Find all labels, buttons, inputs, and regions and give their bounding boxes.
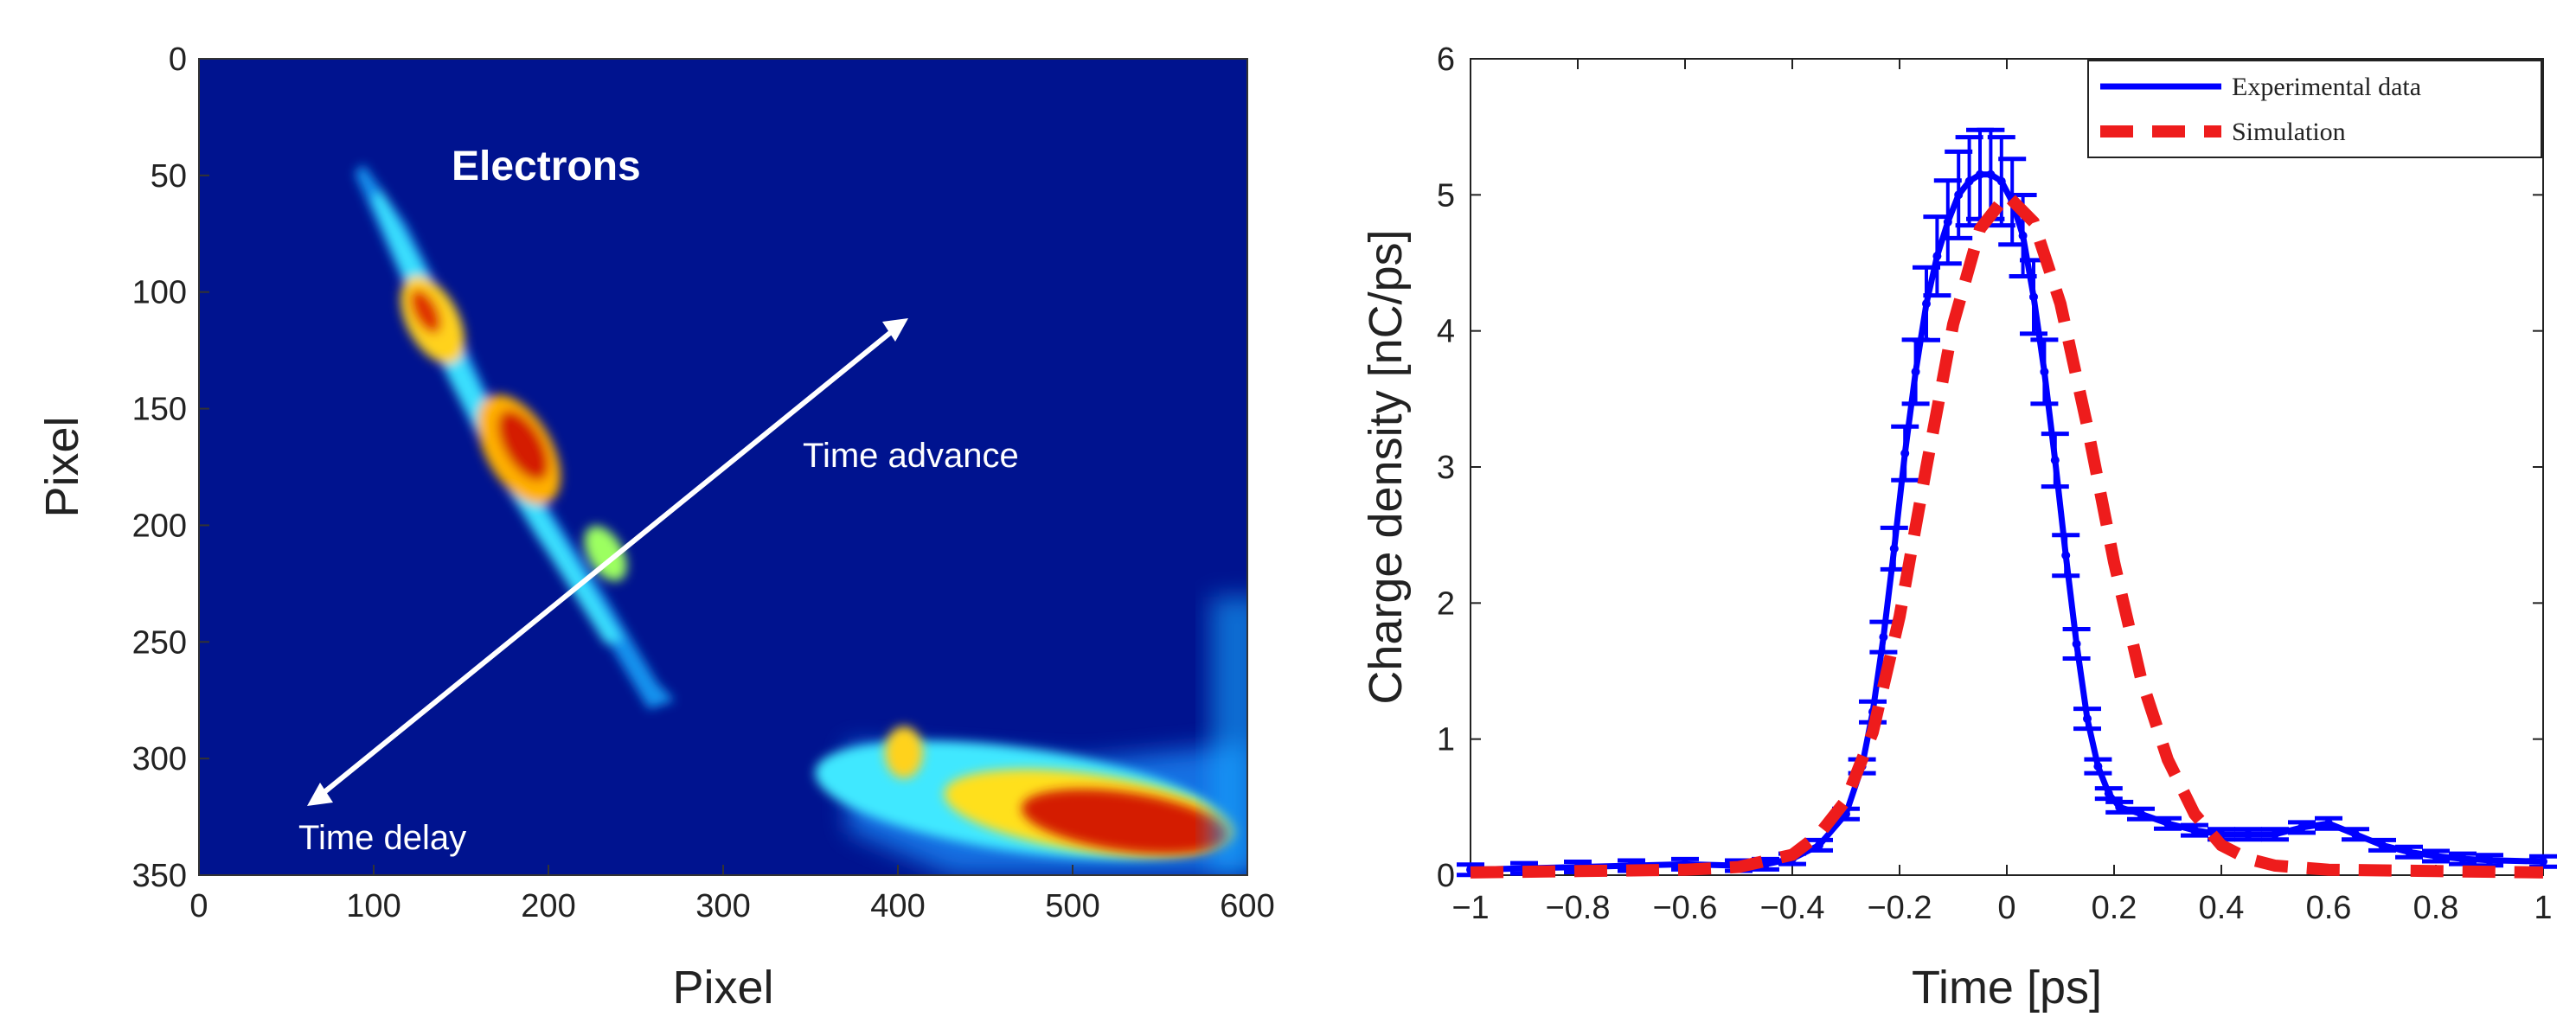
legend-simulation-label: Simulation bbox=[2232, 118, 2346, 146]
heatmap-x-axis-label: Pixel bbox=[672, 962, 773, 1014]
line-y-tick-label: 1 bbox=[1437, 722, 1455, 758]
line-x-tick-label: 1 bbox=[2534, 890, 2552, 926]
line-y-tick-label: 6 bbox=[1437, 42, 1455, 78]
streak-core bbox=[497, 410, 549, 481]
heatmap-x-tick-label: 500 bbox=[1045, 888, 1099, 924]
line-x-axis-label: Time [ps] bbox=[1912, 962, 2102, 1014]
heatmap-x-tick-label: 0 bbox=[189, 888, 208, 924]
experimental-data-line bbox=[1470, 171, 2544, 873]
heatmap-x-tick-label: 300 bbox=[695, 888, 750, 924]
heatmap-x-tick-label: 600 bbox=[1220, 888, 1274, 924]
heatmap-y-tick-label: 150 bbox=[132, 392, 187, 428]
line-x-tick-label: −0.8 bbox=[1545, 890, 1610, 926]
heatmap-x-ticks: 0 100 200 300 400 500 600 bbox=[189, 865, 1275, 924]
streak-spot-3 bbox=[584, 526, 627, 581]
heatmap-y-axis-label: Pixel bbox=[36, 416, 88, 517]
line-y-tick-label: 0 bbox=[1437, 858, 1455, 894]
legend-box bbox=[2087, 60, 2542, 158]
heatmap-y-tick-label: 350 bbox=[132, 858, 187, 894]
line-x-ticks: −1 −0.8 −0.6 −0.4 −0.2 0 0.2 0.4 0.6 0.8 1 bbox=[1451, 59, 2553, 926]
line-x-tick-label: −1 bbox=[1451, 890, 1489, 926]
line-x-tick-label: 0.8 bbox=[2413, 890, 2459, 926]
line-x-tick-label: 0.4 bbox=[2199, 890, 2245, 926]
legend-experimental-label: Experimental data bbox=[2232, 73, 2421, 101]
heatmap-x-tick-label: 100 bbox=[346, 888, 400, 924]
heatmap-y-tick-label: 200 bbox=[132, 508, 187, 544]
bunch-spot bbox=[885, 726, 923, 778]
line-x-tick-label: −0.2 bbox=[1867, 890, 1932, 926]
line-y-tick-label: 5 bbox=[1437, 177, 1455, 214]
heatmap-x-tick-label: 200 bbox=[521, 888, 575, 924]
heatmap-panel: Electrons Time advance Time delay 0 100 20… bbox=[36, 42, 1275, 1014]
electron-bunch bbox=[815, 597, 1247, 875]
line-x-tick-label: 0.2 bbox=[2092, 890, 2137, 926]
heatmap-y-tick-label: 300 bbox=[132, 741, 187, 777]
line-chart-panel: −1 −0.8 −0.6 −0.4 −0.2 0 0.2 0.4 0.6 0.8 1 0 1 2 3 4 5 6… bbox=[1360, 42, 2557, 1014]
electron-streak bbox=[355, 164, 675, 709]
line-x-tick-label: −0.4 bbox=[1759, 890, 1824, 926]
time-delay-label: Time delay bbox=[298, 819, 466, 857]
heatmap-y-ticks: 0 50 100 150 200 250 300 350 bbox=[132, 42, 209, 894]
heatmap-y-tick-label: 100 bbox=[132, 275, 187, 311]
time-arrow-line bbox=[318, 326, 897, 798]
line-y-tick-label: 2 bbox=[1437, 585, 1455, 622]
time-arrow-head-delay bbox=[307, 783, 333, 806]
heatmap-y-tick-label: 50 bbox=[151, 158, 187, 195]
line-plot-area bbox=[1470, 58, 2544, 876]
bunch-core bbox=[1022, 789, 1227, 854]
line-x-tick-label: 0.6 bbox=[2306, 890, 2352, 926]
line-x-tick-label: −0.6 bbox=[1652, 890, 1717, 926]
simulation-line bbox=[1470, 185, 2544, 879]
time-arrow bbox=[307, 318, 908, 806]
line-y-tick-label: 4 bbox=[1437, 314, 1455, 350]
streak-spot-4 bbox=[409, 289, 442, 334]
heatmap-image bbox=[199, 59, 1247, 875]
line-y-tick-label: 3 bbox=[1437, 450, 1455, 486]
bunch-edge bbox=[1211, 597, 1247, 873]
line-x-tick-label: 0 bbox=[1997, 890, 2015, 926]
heatmap-y-tick-label: 250 bbox=[132, 624, 187, 661]
legend: Experimental data Simulation bbox=[2087, 60, 2542, 158]
time-arrow-head-advance bbox=[882, 318, 908, 342]
time-advance-label: Time advance bbox=[803, 437, 1019, 475]
line-y-axis-label: Charge density [nC/ps] bbox=[1360, 229, 1412, 704]
electrons-label: Electrons bbox=[452, 144, 641, 189]
line-y-ticks: 0 1 2 3 4 5 6 bbox=[1437, 42, 2543, 894]
heatmap-y-tick-label: 0 bbox=[169, 42, 187, 78]
heatmap-x-tick-label: 400 bbox=[870, 888, 925, 924]
